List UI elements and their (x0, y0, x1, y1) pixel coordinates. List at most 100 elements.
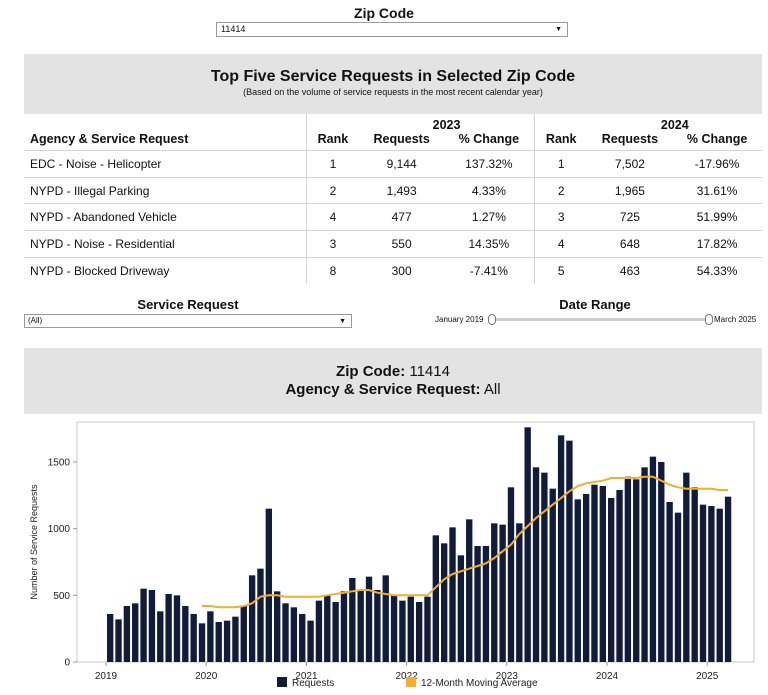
bar-requests (549, 488, 556, 662)
bar-requests (557, 435, 565, 662)
table-row: NYPD - Blocked Driveway 8 300 -7.41% 5 4… (24, 257, 762, 284)
bar-requests (482, 546, 490, 662)
bar-requests (299, 614, 306, 662)
bar-requests (724, 496, 732, 662)
zip-code-value: 11414 (221, 24, 246, 34)
x-tick-label: 2021 (295, 671, 318, 682)
table-banner: Top Five Service Requests in Selected Zi… (24, 54, 762, 114)
bar-requests (132, 603, 139, 662)
y-tick-label: 1000 (48, 524, 71, 535)
bar-requests (591, 484, 598, 662)
bar-requests (182, 606, 189, 662)
table-header-spacer (24, 114, 306, 132)
bar-requests (282, 603, 289, 662)
change-2023-cell: 4.33% (471, 183, 506, 198)
change-2024-cell: 54.33% (696, 263, 738, 278)
bar-requests (390, 595, 398, 662)
chart-zip-value: 11414 (409, 363, 450, 380)
table-subtitle: (Based on the volume of service requests… (243, 87, 543, 97)
rank-2024-cell: 2 (533, 177, 588, 204)
requests-2024-cell: 463 (619, 263, 640, 278)
year-2023-header: 2023 (432, 118, 461, 132)
service-request-dropdown[interactable]: (All) ▼ (24, 314, 352, 328)
x-tick-label: 2025 (696, 671, 719, 682)
bar-requests (649, 456, 657, 662)
bar-requests (257, 568, 264, 662)
legend-swatch-requests (277, 677, 287, 687)
bar-requests (432, 535, 439, 662)
requests-chart: 0 500 1000 1500 Number of Service Requests 20… (29, 421, 755, 689)
requests-2024-cell: 648 (619, 236, 640, 251)
agency-cell: NYPD - Noise - Residential (30, 236, 175, 251)
legend-swatch-moving-average (406, 677, 416, 687)
date-range-slider-track[interactable] (492, 318, 710, 321)
table-row: EDC - Noise - Helicopter 1 9,144 137.32%… (24, 150, 762, 178)
bar-requests (340, 591, 348, 662)
rank-2024-cell: 5 (533, 257, 588, 284)
rank-2023-cell: 2 (305, 177, 360, 204)
date-range-start: January 2019 (435, 315, 484, 324)
rank-2024-cell: 3 (533, 203, 588, 231)
change-2024-header: % Change (686, 132, 748, 146)
rank-2024-cell: 1 (533, 150, 588, 178)
chart-banner: Zip Code: 11414 Agency & Service Request… (24, 348, 762, 414)
bar-requests (441, 543, 448, 662)
rank-2023-cell: 8 (305, 257, 360, 284)
bar-requests (123, 606, 131, 662)
bar-requests (365, 576, 373, 662)
rank-2023-header: Rank (305, 132, 360, 151)
bar-requests (699, 504, 707, 662)
bar-requests (666, 502, 673, 662)
table-row: NYPD - Noise - Residential 3 550 14.35% … (24, 230, 762, 258)
y-tick-label: 1500 (48, 458, 71, 469)
bar-requests (140, 588, 147, 662)
requests-2024-cell: 7,502 (614, 156, 645, 171)
table-header-spacer (533, 114, 588, 132)
bar-requests (107, 614, 114, 662)
bar-requests (115, 619, 122, 662)
bar-requests (507, 487, 515, 662)
bar-requests (349, 578, 356, 662)
bar-requests (574, 499, 581, 662)
bar-requests (374, 590, 381, 662)
rank-2023-cell: 1 (305, 150, 360, 178)
bar-requests (290, 607, 298, 662)
agency-cell: NYPD - Illegal Parking (30, 183, 150, 198)
zip-code-dropdown[interactable]: 11414 ▼ (216, 22, 568, 37)
legend-label-moving-average: 12-Month Moving Average (421, 678, 538, 689)
chevron-down-icon: ▼ (339, 318, 346, 325)
bar-requests (165, 594, 172, 662)
x-tick-label: 2023 (496, 671, 519, 682)
table-title: Top Five Service Requests in Selected Zi… (210, 68, 576, 85)
bar-requests (173, 595, 181, 662)
bar-requests (524, 427, 531, 662)
x-tick-label: 2024 (596, 671, 619, 682)
bar-requests (616, 490, 623, 662)
bar-requests (315, 600, 323, 662)
bar-requests (324, 595, 331, 662)
y-axis-label: Number of Service Requests (29, 484, 39, 600)
date-range-start-handle[interactable] (488, 314, 496, 325)
agency-cell: EDC - Noise - Helicopter (30, 156, 162, 171)
bar-requests (357, 590, 364, 662)
service-request-value: (All) (28, 316, 43, 325)
bar-requests (307, 620, 314, 662)
bar-requests (215, 622, 222, 662)
y-tick-label: 500 (53, 591, 70, 602)
bar-requests (232, 616, 239, 662)
bar-requests (599, 486, 606, 662)
requests-2023-cell: 477 (391, 210, 412, 225)
year-2024-header: 2024 (660, 118, 689, 132)
bar-requests (466, 519, 473, 662)
date-range-end-handle[interactable] (705, 314, 713, 325)
chart-agency-value: All (483, 381, 501, 398)
chart-agency-key: Agency & Service Request: (285, 381, 481, 398)
chart-header-zip: Zip Code: 11414 (24, 363, 762, 380)
chart-zip-key: Zip Code: (336, 363, 406, 380)
bar-requests (708, 506, 715, 662)
service-request-label: Service Request (137, 297, 239, 312)
bar-requests (474, 546, 481, 662)
bar-requests (716, 508, 723, 662)
rank-2024-header: Rank (533, 132, 588, 151)
date-range-label: Date Range (559, 297, 631, 312)
